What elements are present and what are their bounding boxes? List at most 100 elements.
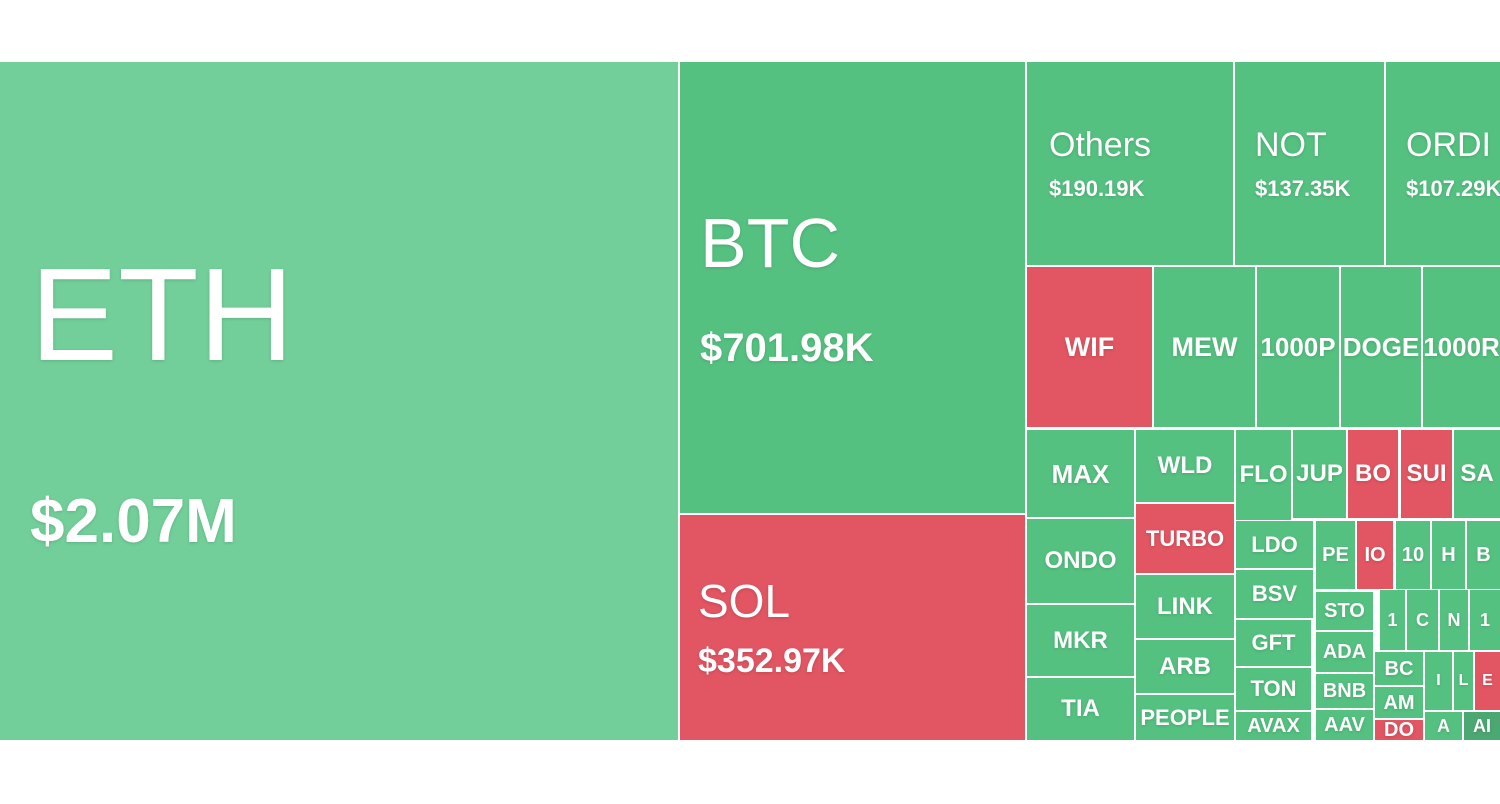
tile-am[interactable]: AM [1375,687,1423,718]
tile-do[interactable]: DO [1375,720,1423,740]
tile-pe[interactable]: PE [1316,521,1355,589]
tile-link[interactable]: LINK [1136,575,1234,638]
tile-symbol: AAV [1324,714,1365,736]
tile-symbol: MEW [1171,331,1238,362]
tile-ai[interactable]: AI [1464,712,1500,740]
tile-symbol: BO [1355,460,1391,487]
tile-ondo[interactable]: ONDO [1027,519,1134,603]
tile-symbol: AM [1383,691,1415,714]
tile-symbol: A [1437,716,1450,736]
tile-aav[interactable]: AAV [1316,710,1373,740]
tile-symbol: WLD [1157,452,1213,479]
tile-symbol: GFT [1251,630,1296,655]
tile-jup[interactable]: JUP [1293,430,1346,518]
tile-bo[interactable]: BO [1348,430,1398,518]
tile-symbol: B [1476,544,1491,566]
tile-symbol: DO [1384,720,1414,740]
tile-symbol: 1000P [1260,332,1336,362]
tile-n[interactable]: N [1440,590,1468,650]
tile-symbol: NOT [1255,125,1327,164]
tile-sol[interactable]: SOL $352.97K [680,515,1025,740]
tile-arb[interactable]: ARB [1136,640,1234,693]
tile-sui[interactable]: SUI [1401,430,1452,518]
tile-turbo[interactable]: TURBO [1136,504,1234,573]
tile-1[interactable]: 1 [1470,590,1500,650]
tile-ton[interactable]: TON [1236,668,1311,710]
tile-avax[interactable]: AVAX [1236,712,1311,740]
tile-1[interactable]: 1 [1380,590,1405,650]
tile-eth[interactable]: ETH $2.07M [0,62,678,740]
tile-symbol: BTC [700,203,840,282]
tile-tia[interactable]: TIA [1027,678,1134,740]
tile-bnb[interactable]: BNB [1316,674,1373,708]
tile-l[interactable]: L [1454,652,1473,710]
tile-b[interactable]: B [1467,521,1500,589]
tile-symbol: BC [1384,657,1414,680]
tile-gft[interactable]: GFT [1236,620,1311,666]
tile-symbol: SA [1460,460,1494,487]
tile-symbol: BSV [1251,581,1298,606]
tile-symbol: STO [1324,600,1365,622]
tile-symbol: DOGE [1342,332,1420,362]
tile-bsv[interactable]: BSV [1236,570,1313,618]
tile-symbol: I [1436,672,1441,689]
tile-mew[interactable]: MEW [1154,267,1255,427]
tile-doge[interactable]: DOGE [1341,267,1421,427]
tile-symbol: FLO [1239,461,1288,488]
tile-symbol: Others [1049,125,1152,164]
tile-symbol: LINK [1157,592,1213,620]
tile-btc[interactable]: BTC $701.98K [680,62,1025,513]
tile-others[interactable]: Others $190.19K [1027,62,1233,265]
tile-bc[interactable]: BC [1375,652,1423,685]
tile-symbol: H [1441,544,1456,566]
tile-sto[interactable]: STO [1316,592,1373,630]
tile-symbol: TIA [1061,695,1100,722]
tile-ordi[interactable]: ORDI $107.29K [1386,62,1500,265]
tile-i[interactable]: I [1425,652,1452,710]
tile-c[interactable]: C [1407,590,1438,650]
tile-symbol: BNB [1322,680,1367,702]
tile-symbol: MAX [1051,458,1110,489]
tile-sa[interactable]: SA [1454,430,1500,518]
tile-value: $352.97K [698,641,846,680]
tile-value: $190.19K [1049,175,1145,201]
tile-people[interactable]: PEOPLE [1136,695,1234,740]
tile-max[interactable]: MAX [1027,430,1134,517]
tile-symbol: L [1458,672,1469,689]
tile-io[interactable]: IO [1357,521,1393,589]
tile-1000r[interactable]: 1000R [1423,267,1500,427]
tile-a[interactable]: A [1425,712,1462,740]
tile-wif[interactable]: WIF [1027,267,1152,427]
tile-symbol: 1 [1479,610,1490,630]
tile-e[interactable]: E [1475,652,1500,710]
tile-value: $107.29K [1406,175,1500,201]
tile-flo[interactable]: FLO [1236,430,1291,520]
tile-symbol: 10 [1401,544,1425,566]
tile-h[interactable]: H [1432,521,1465,589]
tile-symbol: ADA [1322,641,1367,663]
tile-symbol: WIF [1064,331,1115,362]
tile-symbol: ONDO [1044,547,1117,574]
tile-symbol: PEOPLE [1140,704,1230,730]
tile-symbol: TURBO [1145,525,1225,551]
tile-ada[interactable]: ADA [1316,632,1373,672]
tile-symbol: ORDI [1406,125,1491,164]
tile-symbol: SOL [698,574,791,627]
tile-symbol: N [1447,610,1461,630]
tile-symbol: IO [1364,544,1386,566]
tile-mkr[interactable]: MKR [1027,605,1134,676]
tile-symbol: AVAX [1247,715,1300,737]
tile-10[interactable]: 10 [1396,521,1430,589]
tile-symbol: SUI [1406,460,1447,487]
tile-ldo[interactable]: LDO [1236,521,1313,568]
tile-symbol: AI [1473,716,1491,736]
tile-symbol: ETH [30,241,294,388]
tile-wld[interactable]: WLD [1136,430,1234,502]
tile-1000p[interactable]: 1000P [1257,267,1339,427]
tile-not[interactable]: NOT $137.35K [1235,62,1384,265]
tile-symbol: 1 [1387,610,1398,630]
tile-value: $2.07M [30,487,237,556]
tile-symbol: TON [1250,676,1297,701]
tile-symbol: 1000R [1423,332,1500,362]
